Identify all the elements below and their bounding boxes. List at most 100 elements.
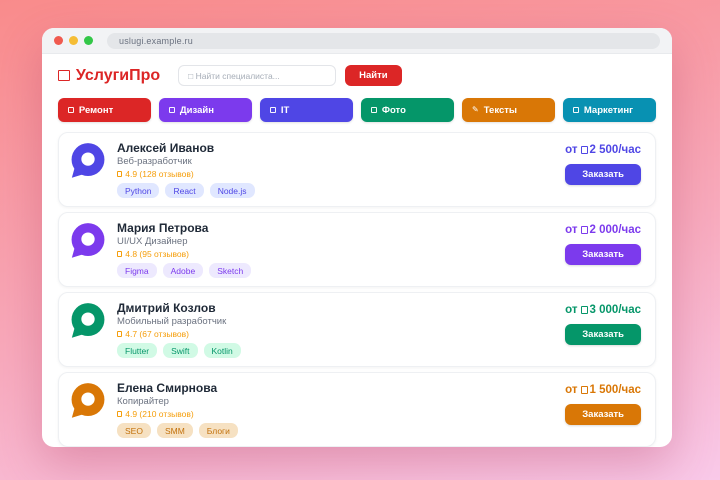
missing-glyph-star-icon xyxy=(117,251,123,257)
skill-tag: Node.js xyxy=(209,183,255,198)
skill-tags: SEO SMM Блоги xyxy=(117,423,555,438)
missing-glyph-star-icon xyxy=(117,331,123,337)
order-button[interactable]: Заказать xyxy=(565,324,641,345)
missing-glyph-category-icon xyxy=(68,107,74,113)
specialist-list: Алексей Иванов Веб-разработчик 4.9 (128 … xyxy=(42,122,672,447)
skill-tag: Flutter xyxy=(117,343,158,358)
specialist-card: Елена Смирнова Копирайтер 4.9 (210 отзыв… xyxy=(58,372,656,447)
price-value: 1 500/час xyxy=(589,384,641,396)
skill-tag: Блоги xyxy=(198,423,238,438)
category-button-marketing[interactable]: Маркетинг xyxy=(563,98,656,122)
specialist-info: Алексей Иванов Веб-разработчик 4.9 (128 … xyxy=(117,141,555,198)
category-button-foto[interactable]: Фото xyxy=(361,98,454,122)
zoom-button[interactable] xyxy=(84,36,93,45)
card-actions: от 1 500/час Заказать xyxy=(565,381,641,425)
category-label: Маркетинг xyxy=(583,104,634,116)
card-actions: от 2 000/час Заказать xyxy=(565,221,641,265)
missing-glyph-ruble-icon xyxy=(580,306,588,314)
search-button[interactable]: Найти xyxy=(345,65,402,86)
missing-glyph-logo-icon xyxy=(58,69,70,82)
rating: 4.9 (210 отзывов) xyxy=(117,409,555,419)
category-label: IT xyxy=(280,104,290,116)
price-prefix: от xyxy=(565,224,578,236)
category-label: Тексты xyxy=(483,104,517,116)
specialist-role: UI/UX Дизайнер xyxy=(117,236,188,247)
missing-glyph-category-icon xyxy=(371,107,377,113)
chat-bubble-avatar-icon xyxy=(71,223,105,258)
rating-text: 4.9 (128 отзывов) xyxy=(125,169,194,179)
site-header: УслугиПро Найти xyxy=(42,54,672,95)
search-input[interactable] xyxy=(178,65,337,86)
card-actions: от 3 000/час Заказать xyxy=(565,301,641,345)
specialist-role: Копирайтер xyxy=(117,396,169,407)
skill-tags: Flutter Swift Kotlin xyxy=(117,343,555,358)
price-value: 2 500/час xyxy=(589,144,641,156)
category-button-it[interactable]: IT xyxy=(260,98,353,122)
app-logo: УслугиПро xyxy=(58,67,160,85)
url-bar[interactable]: uslugi.example.ru xyxy=(107,32,660,49)
rating: 4.7 (67 отзывов) xyxy=(117,329,555,339)
specialist-card: Алексей Иванов Веб-разработчик 4.9 (128 … xyxy=(58,132,656,207)
card-actions: от 2 500/час Заказать xyxy=(565,141,641,185)
skill-tags: Figma Adobe Sketch xyxy=(117,263,555,278)
missing-glyph-star-icon xyxy=(117,411,123,417)
category-button-dizain[interactable]: Дизайн xyxy=(159,98,252,122)
missing-glyph-ruble-icon xyxy=(580,386,588,394)
price-value: 2 000/час xyxy=(589,224,641,236)
price-prefix: от xyxy=(565,144,578,156)
order-button[interactable]: Заказать xyxy=(565,404,641,425)
missing-glyph-ruble-icon xyxy=(580,146,588,154)
missing-glyph-category-icon xyxy=(573,107,579,113)
rating: 4.8 (95 отзывов) xyxy=(117,249,555,259)
specialist-role: Мобильный разработчик xyxy=(117,316,227,327)
rating-text: 4.7 (67 отзывов) xyxy=(125,329,189,339)
rating: 4.9 (128 отзывов) xyxy=(117,169,555,179)
browser-titlebar: uslugi.example.ru xyxy=(42,28,672,54)
category-label: Ремонт xyxy=(78,104,114,116)
order-button[interactable]: Заказать xyxy=(565,164,641,185)
skill-tag: Figma xyxy=(117,263,157,278)
price-prefix: от xyxy=(565,384,578,396)
missing-glyph-ruble-icon xyxy=(580,226,588,234)
order-button[interactable]: Заказать xyxy=(565,244,641,265)
skill-tag: Swift xyxy=(163,343,198,358)
pencil-icon: ✎ xyxy=(472,105,479,114)
price: от 2 500/час xyxy=(565,144,641,156)
specialist-name: Алексей Иванов xyxy=(117,141,215,155)
price: от 3 000/час xyxy=(565,304,641,316)
category-bar: Ремонт Дизайн IT Фото ✎ Тексты Маркетинг xyxy=(42,95,672,122)
logo-text: УслугиПро xyxy=(75,66,161,84)
skill-tag: Sketch xyxy=(209,263,252,278)
category-label: Фото xyxy=(381,104,406,116)
specialist-card: Мария Петрова UI/UX Дизайнер 4.8 (95 отз… xyxy=(58,212,656,287)
chat-bubble-avatar-icon xyxy=(71,143,105,178)
skill-tag: SMM xyxy=(156,423,193,438)
specialist-info: Мария Петрова UI/UX Дизайнер 4.8 (95 отз… xyxy=(117,221,555,278)
skill-tag: Kotlin xyxy=(203,343,241,358)
specialist-name: Дмитрий Козлов xyxy=(117,301,216,315)
skill-tag: Adobe xyxy=(162,263,204,278)
specialist-name: Елена Смирнова xyxy=(117,381,218,395)
category-label: Дизайн xyxy=(179,104,214,116)
skill-tag: Python xyxy=(117,183,160,198)
chat-bubble-avatar-icon xyxy=(71,383,105,418)
minimize-button[interactable] xyxy=(69,36,78,45)
missing-glyph-star-icon xyxy=(117,171,123,177)
close-button[interactable] xyxy=(54,36,63,45)
price: от 1 500/час xyxy=(565,384,641,396)
skill-tag: React xyxy=(165,183,204,198)
missing-glyph-category-icon xyxy=(169,107,175,113)
price: от 2 000/час xyxy=(565,224,641,236)
rating-text: 4.8 (95 отзывов) xyxy=(125,249,189,259)
specialist-info: Елена Смирнова Копирайтер 4.9 (210 отзыв… xyxy=(117,381,555,438)
category-button-teksty[interactable]: ✎ Тексты xyxy=(462,98,555,122)
specialist-role: Веб-разработчик xyxy=(117,156,192,167)
price-prefix: от xyxy=(565,304,578,316)
specialist-info: Дмитрий Козлов Мобильный разработчик 4.7… xyxy=(117,301,555,358)
specialist-card: Дмитрий Козлов Мобильный разработчик 4.7… xyxy=(58,292,656,367)
skill-tags: Python React Node.js xyxy=(117,183,555,198)
price-value: 3 000/час xyxy=(589,304,641,316)
category-button-remont[interactable]: Ремонт xyxy=(58,98,151,122)
browser-window: uslugi.example.ru УслугиПро Найти Ремонт… xyxy=(42,28,672,447)
missing-glyph-category-icon xyxy=(270,107,276,113)
